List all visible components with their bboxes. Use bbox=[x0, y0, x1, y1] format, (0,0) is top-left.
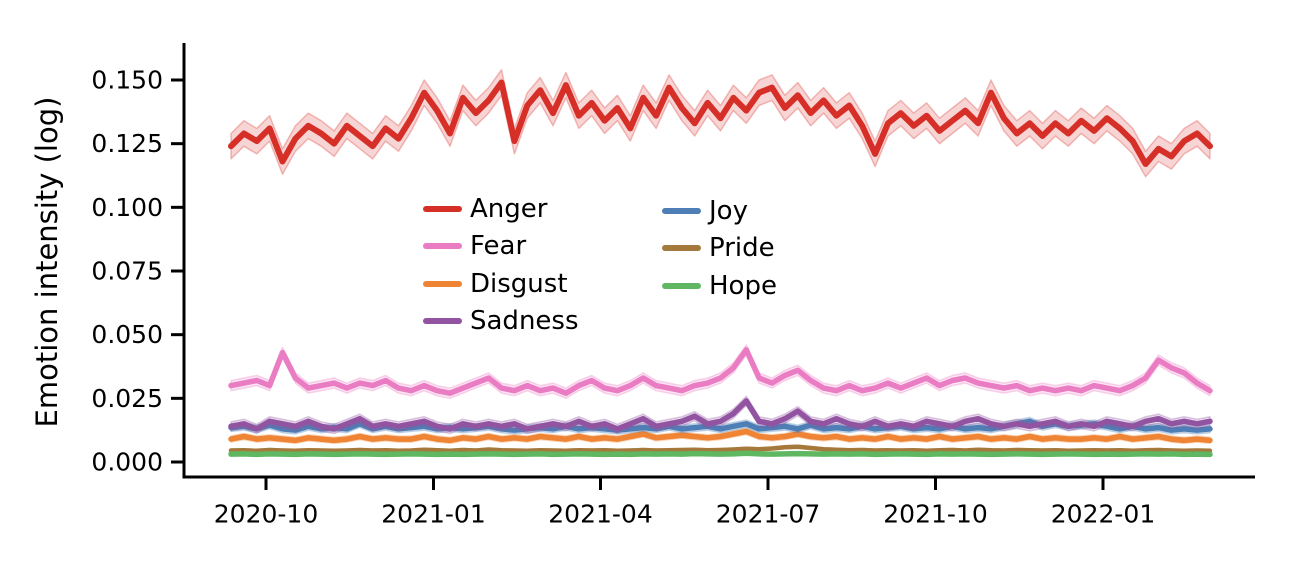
legend-label-disgust: Disgust bbox=[470, 268, 568, 299]
legend-label-anger: Anger bbox=[470, 193, 548, 224]
legend-label-joy: Joy bbox=[709, 195, 748, 226]
legend-swatch-joy bbox=[662, 207, 701, 214]
legend-swatch-sadness bbox=[423, 318, 462, 325]
y-tick-label: 0.050 bbox=[91, 320, 163, 349]
y-tick-label: 0.150 bbox=[91, 66, 163, 95]
legend-label-fear: Fear bbox=[470, 231, 527, 262]
legend-swatch-pride bbox=[662, 245, 701, 252]
legend-item-fear: Fear bbox=[423, 228, 579, 266]
y-axis-title: Emotion intensity (log) bbox=[30, 96, 64, 428]
x-tick-label: 2021-10 bbox=[883, 499, 987, 528]
series-line-anger bbox=[228, 79, 1213, 167]
legend-label-hope: Hope bbox=[709, 270, 777, 301]
series-line-pride bbox=[228, 444, 1213, 454]
x-tick-label: 2022-01 bbox=[1051, 499, 1155, 528]
y-tick-label: 0.075 bbox=[91, 257, 163, 286]
legend-item-joy: Joy bbox=[662, 192, 777, 230]
y-tick-label: 0.025 bbox=[91, 384, 163, 413]
legend-label-sadness: Sadness bbox=[470, 306, 579, 337]
legend-item-anger: Anger bbox=[423, 190, 579, 228]
legend-swatch-hope bbox=[662, 282, 701, 289]
legend-label-pride: Pride bbox=[709, 233, 775, 264]
x-tick-label: 2021-01 bbox=[381, 499, 485, 528]
y-tick-label: 0.000 bbox=[91, 448, 163, 477]
legend-swatch-anger bbox=[423, 205, 462, 212]
legend-item-disgust: Disgust bbox=[423, 265, 579, 303]
axes-spines bbox=[182, 43, 1255, 479]
x-tick-label: 2021-04 bbox=[548, 499, 652, 528]
series-band-anger bbox=[230, 69, 1211, 178]
y-tick-label: 0.125 bbox=[91, 129, 163, 158]
series-line-hope bbox=[228, 450, 1213, 458]
series-line-disgust bbox=[228, 428, 1213, 444]
legend-column-2: Joy Pride Hope bbox=[662, 192, 777, 305]
x-tick-label: 2021-07 bbox=[716, 499, 820, 528]
legend-item-pride: Pride bbox=[662, 230, 777, 268]
series-line-sadness bbox=[228, 398, 1213, 432]
legend-column-1: Anger Fear Disgust Sadness bbox=[423, 190, 579, 340]
legend-swatch-disgust bbox=[423, 280, 462, 287]
x-tick-label: 2020-10 bbox=[214, 499, 318, 528]
y-tick-label: 0.100 bbox=[91, 193, 163, 222]
legend-item-sadness: Sadness bbox=[423, 303, 579, 341]
legend-item-hope: Hope bbox=[662, 267, 777, 305]
legend-swatch-fear bbox=[423, 243, 462, 250]
series-line-fear bbox=[228, 347, 1213, 396]
